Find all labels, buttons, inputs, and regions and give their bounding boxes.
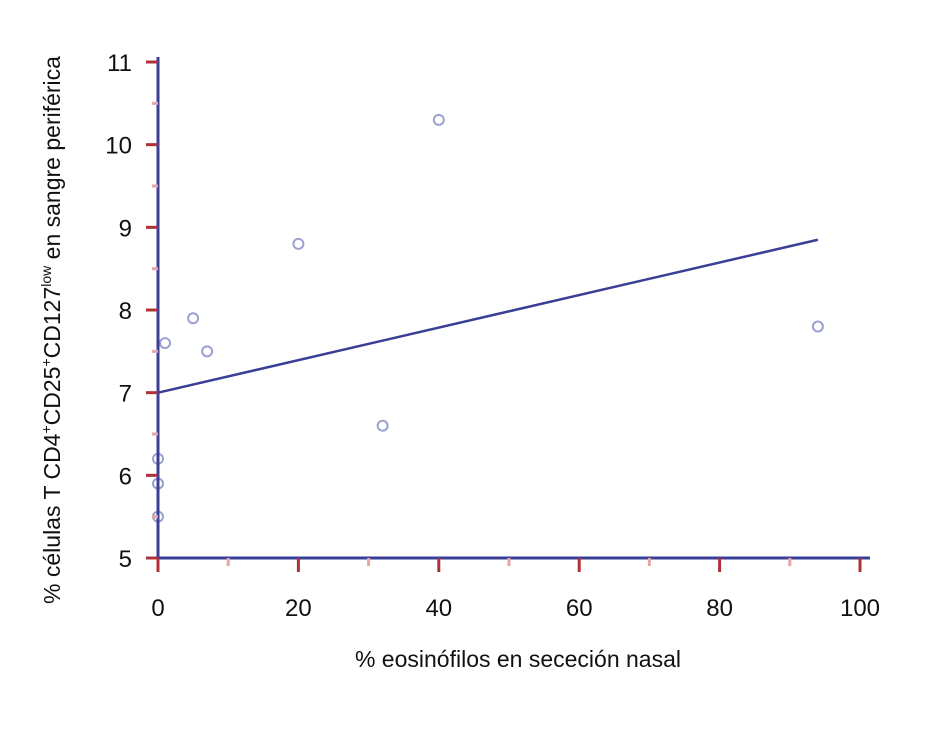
x-tick-label: 40 xyxy=(425,595,452,622)
y-tick-label: 7 xyxy=(119,381,132,408)
x-tick-label: 100 xyxy=(840,595,880,622)
data-point xyxy=(376,419,389,432)
data-point xyxy=(811,320,824,333)
y-tick-label: 8 xyxy=(119,298,132,325)
data-point xyxy=(201,345,214,358)
x-tick-label: 20 xyxy=(285,595,312,622)
y-tick-label: 5 xyxy=(119,546,132,573)
x-ticks: 0 20 40 60 80 100 xyxy=(151,558,880,622)
y-tick-label: 9 xyxy=(119,215,132,242)
y-tick-label: 6 xyxy=(119,463,132,490)
y-tick-label: 10 xyxy=(105,133,132,160)
data-point xyxy=(292,237,305,250)
x-tick-label: 0 xyxy=(151,595,164,622)
x-axis-title: % eosinófilos en sececión nasal xyxy=(355,646,681,672)
markers-layer xyxy=(152,113,824,523)
data-point xyxy=(432,113,445,126)
x-tick-label: 60 xyxy=(566,595,593,622)
data-point xyxy=(187,312,200,325)
data-point xyxy=(159,337,172,350)
y-ticks: 5 6 7 8 9 10 11 xyxy=(105,50,158,573)
y-axis-title: % células T CD4+CD25+CD127low en sangre … xyxy=(38,56,65,604)
trend-line xyxy=(157,238,819,394)
x-tick-label: 80 xyxy=(706,595,733,622)
y-tick-label: 11 xyxy=(107,50,132,77)
